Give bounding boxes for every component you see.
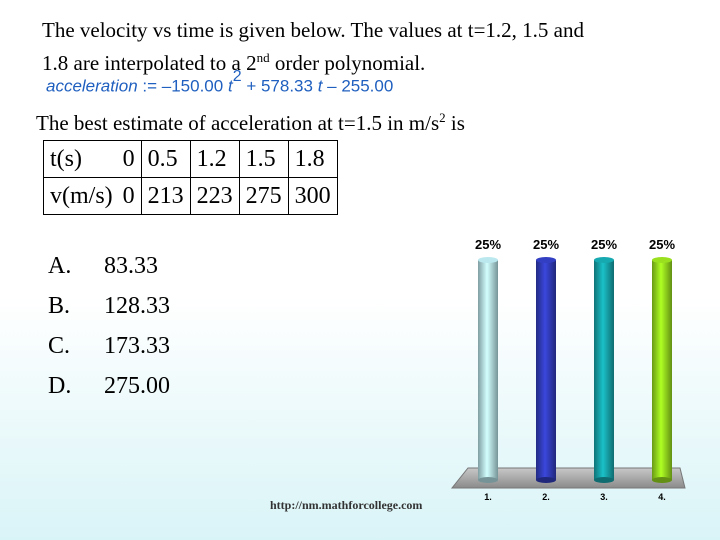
option-letter: A. <box>48 252 72 279</box>
formula-mid: + 578.33 <box>241 76 318 96</box>
bar-base-4 <box>652 477 672 483</box>
table-cell: 1.8 <box>287 140 338 178</box>
option-letter: C. <box>48 332 71 359</box>
table-cell: 0 <box>120 177 142 215</box>
bar-category-label: 4. <box>658 492 666 502</box>
table-cell: 223 <box>189 177 240 215</box>
formula-assign: := –150.00 <box>137 76 228 96</box>
option-value: 128.33 <box>104 292 170 319</box>
bar-2 <box>536 260 556 480</box>
bar-data-label: 25% <box>649 237 675 252</box>
bar-cap-1 <box>478 257 498 263</box>
bar-data-label: 25% <box>533 237 559 252</box>
table-cell: 1.2 <box>189 140 240 178</box>
option-a[interactable]: A. 83.33 <box>48 246 170 286</box>
formula-end: – 255.00 <box>322 76 394 96</box>
option-value: 83.33 <box>104 252 158 279</box>
formula-lhs: acceleration <box>46 76 138 96</box>
answer-options: A. 83.33 B. 128.33 C. 173.33 D. 275.00 <box>48 246 170 406</box>
option-b[interactable]: B. 128.33 <box>48 286 170 326</box>
row-label-time: t(s) <box>42 140 121 178</box>
option-letter: B. <box>48 292 71 319</box>
option-letter: D. <box>48 372 72 399</box>
bar-base-3 <box>594 477 614 483</box>
title-line-2a: 1.8 are interpolated to a 2 <box>42 51 257 75</box>
formula-exponent: 2 <box>232 68 242 85</box>
bar-data-label: 25% <box>591 237 617 252</box>
table-cell: 275 <box>238 177 289 215</box>
bar-category-label: 3. <box>600 492 608 502</box>
slide-title: The velocity vs time is given below. The… <box>42 16 692 77</box>
question-text: The best estimate of acceleration at t=1… <box>36 110 465 136</box>
footer-url: http://nm.mathforcollege.com <box>270 498 423 512</box>
bar-cap-4 <box>652 257 672 263</box>
table-cell: 0 <box>120 140 142 178</box>
table-row: v(m/s) 0 213 223 275 300 <box>42 177 338 215</box>
question-a: The best estimate of acceleration at t=1… <box>36 111 440 135</box>
option-c[interactable]: C. 173.33 <box>48 326 170 366</box>
option-value: 173.33 <box>104 332 170 359</box>
bar-data-label: 25% <box>475 237 501 252</box>
table-cell: 300 <box>287 177 338 215</box>
table-row: t(s) 0 0.5 1.2 1.5 1.8 <box>42 140 338 178</box>
row-label-velocity: v(m/s) <box>42 177 121 215</box>
formula-t2: t <box>317 76 323 96</box>
table-cell: 0.5 <box>140 140 191 178</box>
bar-base-1 <box>478 477 498 483</box>
bar-base-2 <box>536 477 556 483</box>
question-b: is <box>445 111 465 135</box>
bar-3 <box>594 260 614 480</box>
table-cell: 213 <box>140 177 191 215</box>
question-superscript: 2 <box>439 110 446 125</box>
option-value: 275.00 <box>104 372 170 399</box>
acceleration-formula: acceleration := –150.00 t2 + 578.33 t – … <box>46 68 394 97</box>
bar-1 <box>478 260 498 480</box>
table-cell: 1.5 <box>238 140 289 178</box>
option-d[interactable]: D. 275.00 <box>48 366 170 406</box>
title-line-2b: order polynomial. <box>269 51 426 75</box>
bar-cap-3 <box>594 257 614 263</box>
velocity-time-table: t(s) 0 0.5 1.2 1.5 1.8 v(m/s) 0 213 223 … <box>42 140 338 215</box>
bar-cap-2 <box>536 257 556 263</box>
formula-t1: t <box>227 76 233 96</box>
title-superscript: nd <box>256 50 270 65</box>
bar-4 <box>652 260 672 480</box>
bar-category-label: 2. <box>542 492 550 502</box>
title-line-1: The velocity vs time is given below. The… <box>42 18 584 42</box>
bar-category-label: 1. <box>484 492 492 502</box>
response-bar-chart: 25% 1. 25% 2. 25% 3. 25% 4. <box>450 237 686 502</box>
